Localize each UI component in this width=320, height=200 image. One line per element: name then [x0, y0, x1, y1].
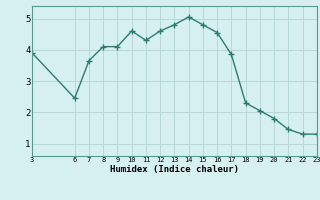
X-axis label: Humidex (Indice chaleur): Humidex (Indice chaleur) — [110, 165, 239, 174]
